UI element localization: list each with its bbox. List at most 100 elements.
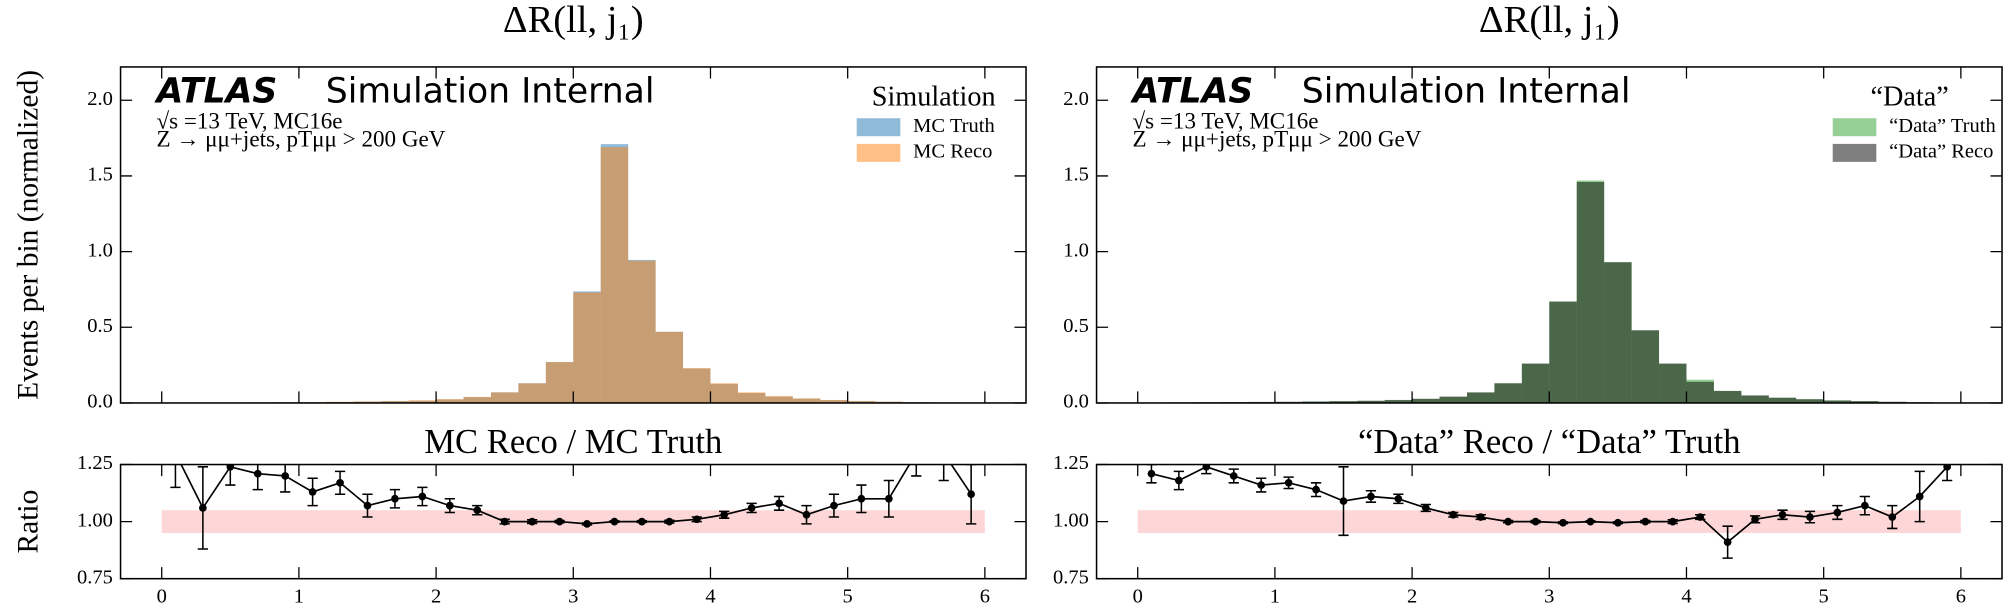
- ratio-point: [1614, 518, 1622, 527]
- histogram-bar: [1659, 363, 1687, 403]
- histogram-bar: [1823, 400, 1852, 403]
- y-tick-label: 0.0: [1063, 391, 1089, 413]
- histogram-bar: [1439, 396, 1467, 403]
- ratio-point: [1943, 464, 1951, 471]
- histogram-bar: [408, 400, 437, 403]
- panel-title: ΔR(ll, j₁): [503, 0, 644, 41]
- ratio-point: [445, 501, 454, 510]
- histogram-bar: [518, 383, 546, 403]
- ratio-point: [967, 490, 975, 499]
- histogram-bar: [1631, 330, 1660, 403]
- ratio-point: [528, 517, 536, 526]
- ratio-point: [555, 517, 564, 526]
- plot-area: [1137, 464, 1961, 559]
- ratio-point: [1175, 476, 1183, 485]
- x-tick-label: 1: [294, 586, 304, 608]
- ratio-point: [391, 494, 399, 503]
- histogram-bar: [490, 392, 519, 403]
- ratio-point: [747, 504, 756, 512]
- histogram-bar: [1741, 395, 1769, 403]
- ratio-point: [363, 501, 372, 510]
- ratio-point: [1806, 513, 1814, 521]
- ratio-point: [418, 492, 427, 501]
- histogram-bar: [1851, 401, 1879, 403]
- histogram-bar: [1796, 399, 1824, 403]
- y-tick-label: 1.00: [77, 509, 113, 531]
- ratio-point: [857, 494, 866, 503]
- ratio-point: [665, 517, 674, 526]
- y-tick-label: 1.25: [77, 452, 113, 474]
- y-axis-label: Ratio: [13, 490, 45, 554]
- ratio-point: [1668, 517, 1677, 526]
- ratio-point: [940, 449, 948, 457]
- annotation: √s =13 TeV, MC16e: [156, 108, 342, 134]
- ratio-point: [583, 520, 591, 528]
- y-tick-label: 2.0: [87, 88, 113, 110]
- y-tick-label: 1.0: [87, 239, 113, 261]
- ratio-point: [1312, 485, 1320, 494]
- y-tick-label: 0.75: [1053, 566, 1089, 588]
- panel-title: MC Reco / MC Truth: [424, 423, 722, 461]
- legend-swatch: [856, 118, 901, 137]
- histogram-bar: [683, 368, 711, 403]
- legend-title: Simulation: [872, 81, 996, 112]
- y-tick-label: 0.75: [77, 566, 113, 588]
- ratio-point: [1778, 510, 1787, 519]
- histogram-bar: [1412, 398, 1440, 403]
- x-tick-label: 6: [1956, 586, 1966, 608]
- ratio-point: [1449, 510, 1458, 519]
- ratio-point: [1586, 517, 1595, 526]
- histogram-bar: [1576, 181, 1605, 403]
- y-tick-label: 0.5: [1063, 315, 1089, 337]
- legend-swatch: [1832, 143, 1877, 162]
- histogram-bar: [573, 292, 601, 403]
- ratio-point: [473, 506, 482, 515]
- legend-swatch: [856, 143, 901, 162]
- ratio-point: [1723, 538, 1732, 546]
- x-tick-label: 0: [1133, 586, 1143, 608]
- histogram-bar: [710, 383, 738, 403]
- ratio-point: [281, 472, 290, 480]
- histogram-bar: [1549, 301, 1577, 403]
- histogram-bar: [1384, 399, 1413, 403]
- ratio-point: [1531, 517, 1540, 526]
- ratio-point: [226, 464, 235, 471]
- annotation: Z → μμ+jets, pTμμ > 200 GeV: [1132, 126, 1421, 152]
- reference-band: [161, 510, 985, 534]
- ratio-point: [802, 510, 811, 519]
- ratio-point: [500, 517, 509, 526]
- error-bar: [938, 464, 949, 482]
- histogram-bar: [792, 398, 821, 403]
- x-tick-label: 5: [843, 586, 853, 608]
- histogram-bar: [1357, 400, 1385, 403]
- histogram-bar: [765, 396, 793, 403]
- histogram-bar: [628, 260, 656, 403]
- legend-swatch: [1832, 118, 1877, 137]
- ratio-point: [1367, 492, 1375, 501]
- y-axis-label: Events per bin (normalized): [13, 70, 45, 400]
- ratio-point: [1696, 513, 1705, 521]
- annotation: ATLAS: [1129, 72, 1253, 112]
- ratio-point: [1860, 501, 1869, 510]
- plot-area: [161, 449, 985, 550]
- ratio-point: [1339, 497, 1348, 505]
- histogram-bar: [463, 396, 491, 403]
- ratio-point: [308, 488, 317, 496]
- plot-area: [1137, 180, 1961, 403]
- ratio-point: [912, 449, 920, 457]
- histogram-bar: [655, 331, 684, 403]
- y-tick-label: 1.0: [1063, 239, 1089, 261]
- x-tick-label: 3: [568, 586, 578, 608]
- ratio-point: [1833, 508, 1842, 517]
- x-tick-label: 3: [1544, 586, 1554, 608]
- histogram-bar: [847, 401, 876, 403]
- y-tick-label: 0.5: [87, 315, 113, 337]
- ratio-point: [1751, 515, 1759, 524]
- ratio-point: [1915, 492, 1924, 501]
- ratio-point: [199, 504, 207, 512]
- histogram-bar: [737, 392, 766, 403]
- ratio-point: [172, 449, 180, 457]
- ratio-point: [1641, 517, 1650, 526]
- ratio-point: [692, 515, 701, 524]
